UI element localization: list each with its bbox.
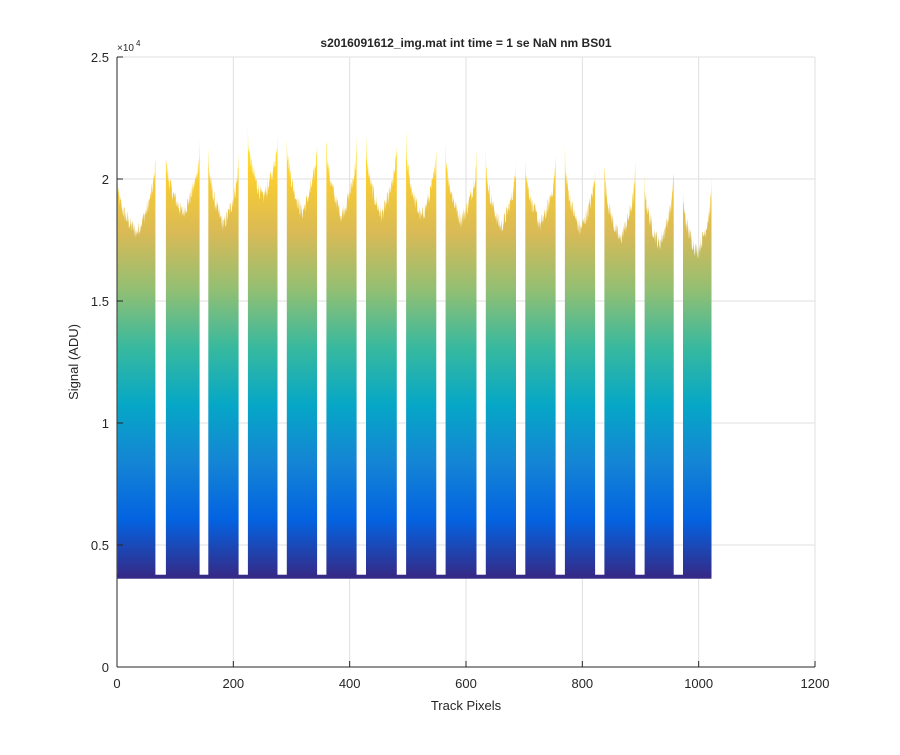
signal-segment bbox=[165, 139, 200, 577]
signal-segment bbox=[247, 125, 278, 577]
signal-segment bbox=[406, 129, 437, 577]
signal-segment bbox=[445, 141, 477, 577]
y-axis-label: Signal (ADU) bbox=[66, 324, 81, 400]
signal-segment bbox=[326, 134, 357, 577]
x-tick-label: 400 bbox=[339, 676, 361, 691]
signal-segment bbox=[208, 147, 239, 577]
signal-segment bbox=[683, 175, 712, 577]
x-axis-label: Track Pixels bbox=[431, 698, 502, 713]
signal-segment bbox=[485, 146, 516, 577]
x-tick-label: 200 bbox=[222, 676, 244, 691]
signal-segment bbox=[286, 139, 318, 577]
y-exponent: ×10 4 bbox=[117, 39, 141, 54]
baseline-floor bbox=[117, 574, 712, 579]
y-tick-label: 0.5 bbox=[91, 538, 109, 553]
signal-segment bbox=[564, 145, 596, 577]
x-tick-label: 0 bbox=[113, 676, 120, 691]
y-tick-label: 1.5 bbox=[91, 294, 109, 309]
chart-title: s2016091612_img.mat int time = 1 se NaN … bbox=[320, 36, 611, 50]
signal-segment bbox=[644, 171, 674, 577]
y-tick-label: 0 bbox=[102, 660, 109, 675]
x-tick-label: 800 bbox=[571, 676, 593, 691]
x-tick-label: 1200 bbox=[801, 676, 830, 691]
signal-series bbox=[117, 125, 712, 579]
y-exponent-power: 4 bbox=[136, 39, 141, 48]
signal-segment bbox=[604, 161, 636, 577]
signal-segment bbox=[525, 155, 556, 577]
signal-segment bbox=[117, 160, 156, 577]
ticks: 0 200 400 600 800 1000 1200 0 0.5 1 1.5 2 2.5 bbox=[91, 50, 830, 691]
y-tick-label: 1 bbox=[102, 416, 109, 431]
signal-segment bbox=[366, 135, 397, 577]
y-tick-label: 2 bbox=[102, 172, 109, 187]
y-exponent-base: ×10 bbox=[117, 43, 134, 54]
y-tick-label: 2.5 bbox=[91, 50, 109, 65]
x-tick-label: 1000 bbox=[684, 676, 713, 691]
x-tick-label: 600 bbox=[455, 676, 477, 691]
